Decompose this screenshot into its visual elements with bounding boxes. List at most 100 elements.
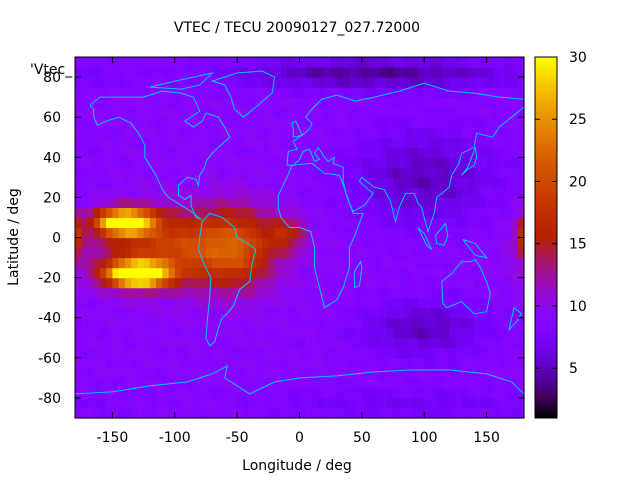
heat-cell	[274, 207, 282, 219]
heat-cell	[505, 317, 513, 329]
heat-cell	[442, 367, 450, 379]
heat-cell	[436, 317, 444, 329]
heat-cell	[349, 97, 357, 108]
heat-cell	[199, 387, 207, 399]
heat-cell	[405, 307, 413, 319]
heat-cell	[330, 277, 338, 289]
y-tick-label: -40	[38, 311, 61, 327]
heat-cell	[455, 287, 463, 299]
heat-cell	[224, 247, 232, 259]
heat-cell	[174, 337, 182, 349]
heat-cell	[193, 197, 201, 209]
heat-cell	[156, 117, 163, 128]
heat-cell	[205, 387, 213, 399]
heat-cell	[75, 287, 82, 299]
heat-cell	[486, 257, 494, 269]
heat-cell	[262, 337, 269, 349]
heat-cell	[280, 87, 288, 98]
heat-cell	[287, 407, 294, 419]
heat-cell	[492, 317, 500, 329]
heat-cell	[343, 257, 350, 269]
heat-cell	[280, 227, 288, 239]
heat-cell	[81, 377, 89, 389]
heat-cell	[318, 357, 326, 369]
heat-cell	[293, 407, 301, 419]
heat-cell	[430, 127, 438, 138]
heat-cell	[436, 307, 444, 319]
heat-cell	[181, 287, 188, 299]
heat-cell	[430, 227, 438, 239]
heat-cell	[405, 147, 413, 158]
heat-cell	[112, 127, 120, 138]
heat-cell	[374, 297, 382, 309]
heat-cell	[442, 137, 450, 148]
heat-cell	[112, 177, 120, 188]
heat-cell	[424, 317, 432, 329]
heat-cell	[293, 57, 301, 68]
heat-cell	[355, 287, 363, 299]
heat-cell	[93, 277, 101, 289]
heat-cell	[174, 227, 182, 239]
heat-cell	[318, 157, 326, 168]
heat-cell	[106, 197, 114, 209]
heat-cell	[411, 377, 419, 389]
heat-cell	[343, 397, 350, 409]
heat-cell	[118, 217, 126, 229]
heat-cell	[230, 387, 238, 399]
heat-cell	[324, 347, 332, 359]
heat-cell	[149, 387, 157, 399]
colorbar	[534, 56, 558, 419]
heat-cell	[168, 217, 176, 229]
heat-cell	[411, 137, 419, 148]
heat-cell	[118, 67, 126, 78]
heat-cell	[174, 97, 182, 108]
heat-cell	[124, 247, 132, 259]
heat-cell	[112, 297, 120, 309]
heat-cell	[417, 187, 425, 198]
heat-cell	[137, 287, 145, 299]
heat-cell	[380, 287, 388, 299]
heat-cell	[193, 267, 201, 279]
heat-cell	[81, 137, 89, 148]
heat-cell	[305, 97, 313, 108]
heat-cell	[230, 137, 238, 148]
heat-cell	[118, 397, 126, 409]
heat-cell	[417, 107, 425, 118]
heat-cell	[311, 157, 319, 168]
heat-cell	[143, 107, 151, 118]
heat-cell	[268, 297, 276, 309]
heat-cell	[393, 387, 400, 399]
heat-cell	[299, 137, 307, 148]
heat-cell	[99, 77, 107, 88]
heat-cell	[461, 297, 469, 309]
heat-cell	[343, 147, 350, 158]
heat-cell	[255, 217, 263, 229]
heat-cell	[181, 307, 188, 319]
heat-cell	[224, 337, 232, 349]
heat-cell	[461, 287, 469, 299]
heat-cell	[480, 87, 488, 98]
heat-cell	[87, 327, 95, 339]
heat-cell	[374, 157, 382, 168]
heat-cell	[311, 297, 319, 309]
heat-cell	[393, 217, 400, 229]
heat-cell	[343, 167, 350, 178]
heat-cell	[249, 267, 257, 279]
heat-cell	[137, 167, 145, 178]
heat-cell	[486, 397, 494, 409]
heat-cell	[280, 337, 288, 349]
heat-cell	[368, 97, 375, 108]
heat-cell	[324, 137, 332, 148]
heat-cell	[249, 227, 257, 239]
heat-cell	[131, 237, 138, 249]
heat-cell	[361, 277, 369, 289]
heat-cell	[424, 357, 432, 369]
heat-cell	[212, 287, 220, 299]
heat-cell	[280, 167, 288, 178]
heat-cell	[517, 57, 525, 68]
heat-cell	[299, 177, 307, 188]
heat-cell	[106, 377, 114, 389]
heat-cell	[336, 207, 344, 219]
heat-cell	[492, 167, 500, 178]
heat-cell	[380, 297, 388, 309]
